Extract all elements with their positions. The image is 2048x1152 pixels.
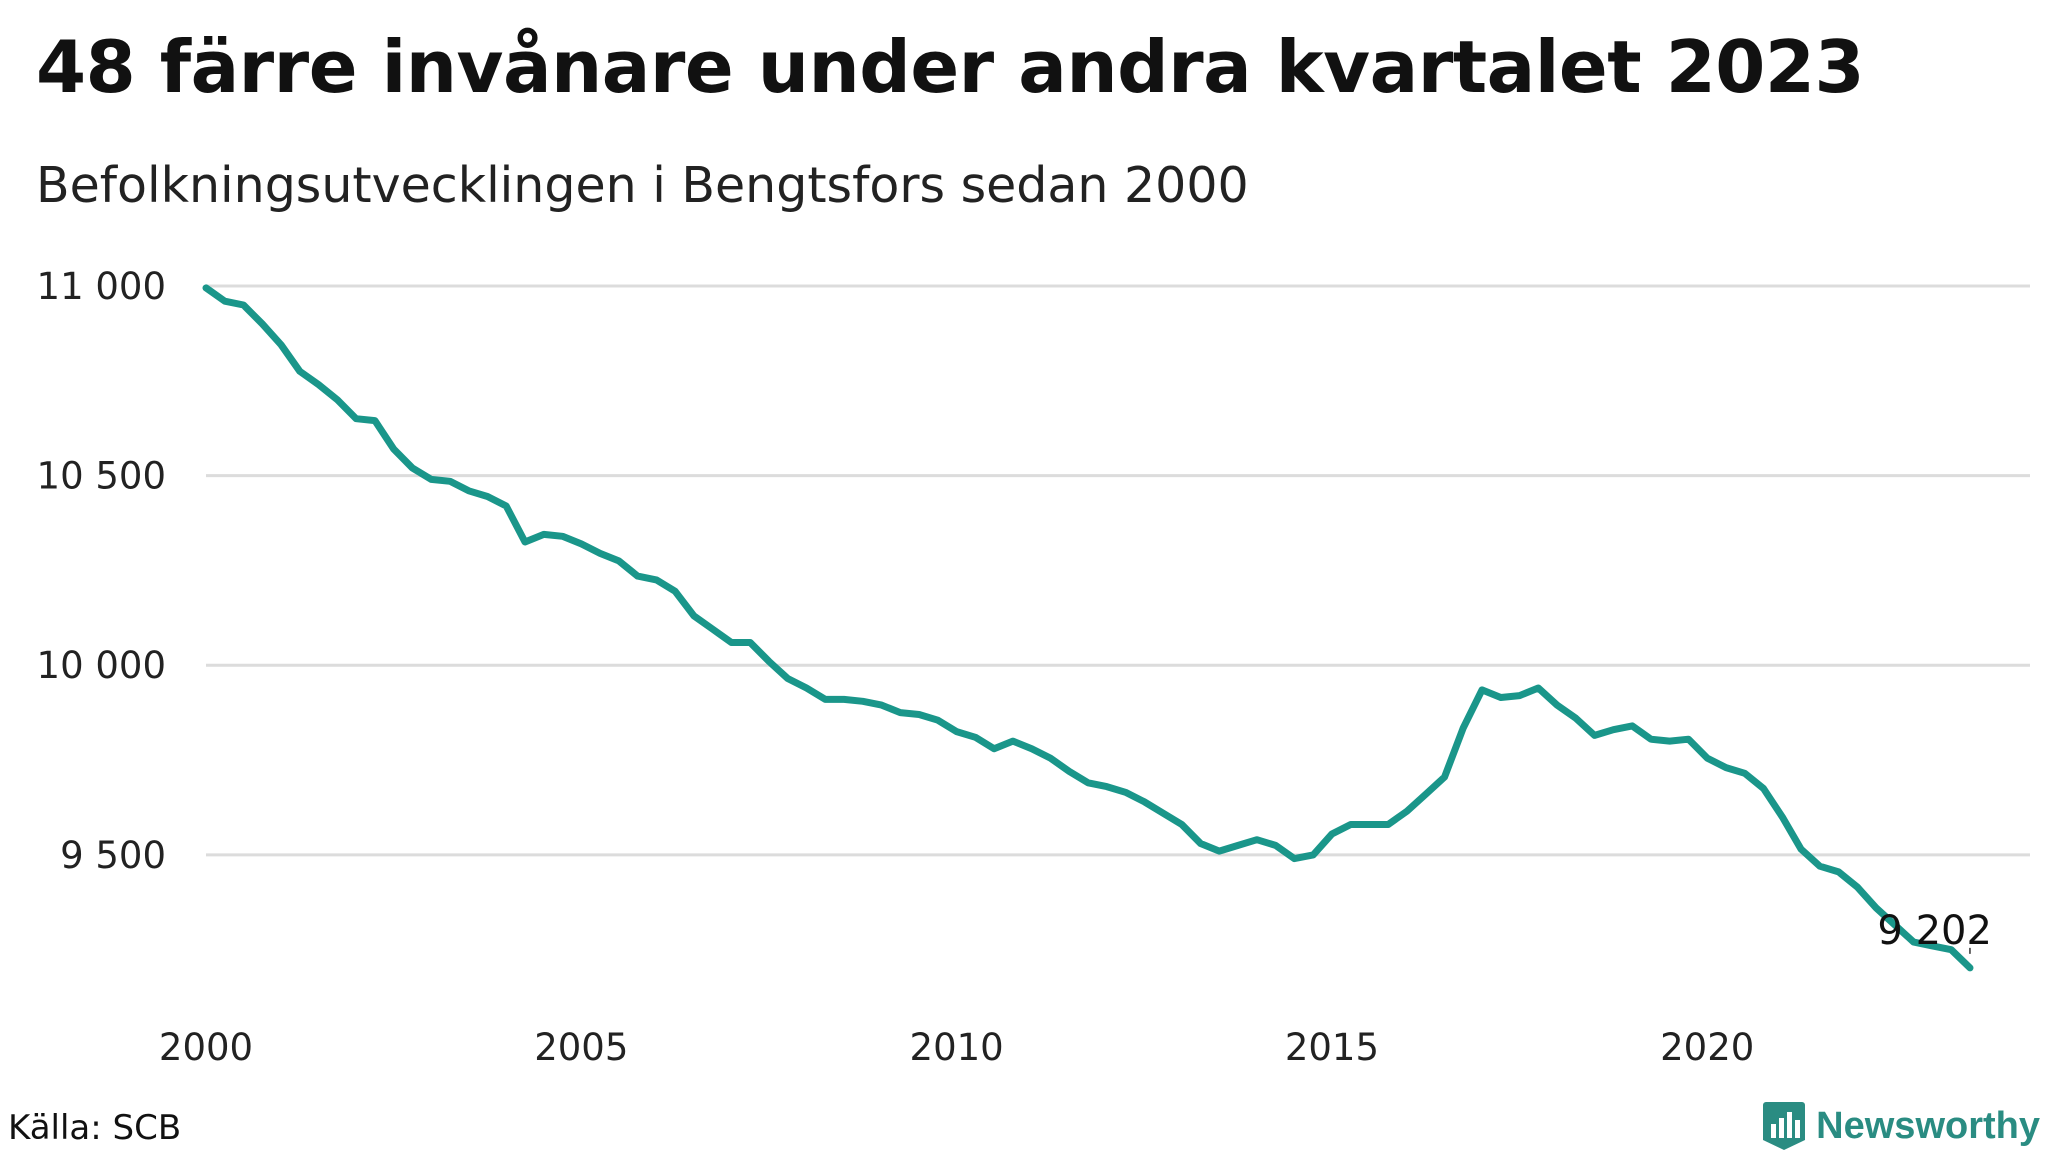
y-tick-label: 9 500 — [60, 834, 166, 877]
series-layer — [202, 284, 1974, 972]
source-note: Källa: SCB — [8, 1108, 182, 1148]
chart-title: 48 färre invånare under andra kvartalet … — [36, 25, 1865, 109]
chart-subtitle: Befolkningsutvecklingen i Bengtsfors sed… — [36, 157, 1249, 214]
x-tick-label: 2015 — [1285, 1026, 1379, 1069]
x-tick-label: 2005 — [534, 1026, 628, 1069]
y-axis-tick-labels: 9 500 10 000 10 500 11 000 — [37, 265, 166, 877]
newsworthy-logo: Newsworthy — [1762, 1100, 2040, 1152]
grid-lines — [206, 284, 2030, 857]
x-tick-label: 2010 — [910, 1026, 1004, 1069]
newsworthy-logo-icon — [1763, 1102, 1806, 1150]
y-tick-label: 10 000 — [37, 644, 166, 687]
annotation-layer: 9 202 — [1877, 908, 1992, 954]
x-tick-label: 2000 — [159, 1026, 253, 1069]
newsworthy-logo-text: Newsworthy — [1816, 1104, 2040, 1147]
x-tick-label: 2020 — [1660, 1026, 1754, 1069]
y-tick-label: 11 000 — [37, 265, 166, 308]
end-value-label: 9 202 — [1877, 908, 1992, 954]
y-tick-label: 10 500 — [37, 455, 166, 498]
x-axis-tick-labels: 2000 2005 2010 2015 2020 — [159, 1026, 1754, 1069]
population-line — [202, 284, 1974, 972]
